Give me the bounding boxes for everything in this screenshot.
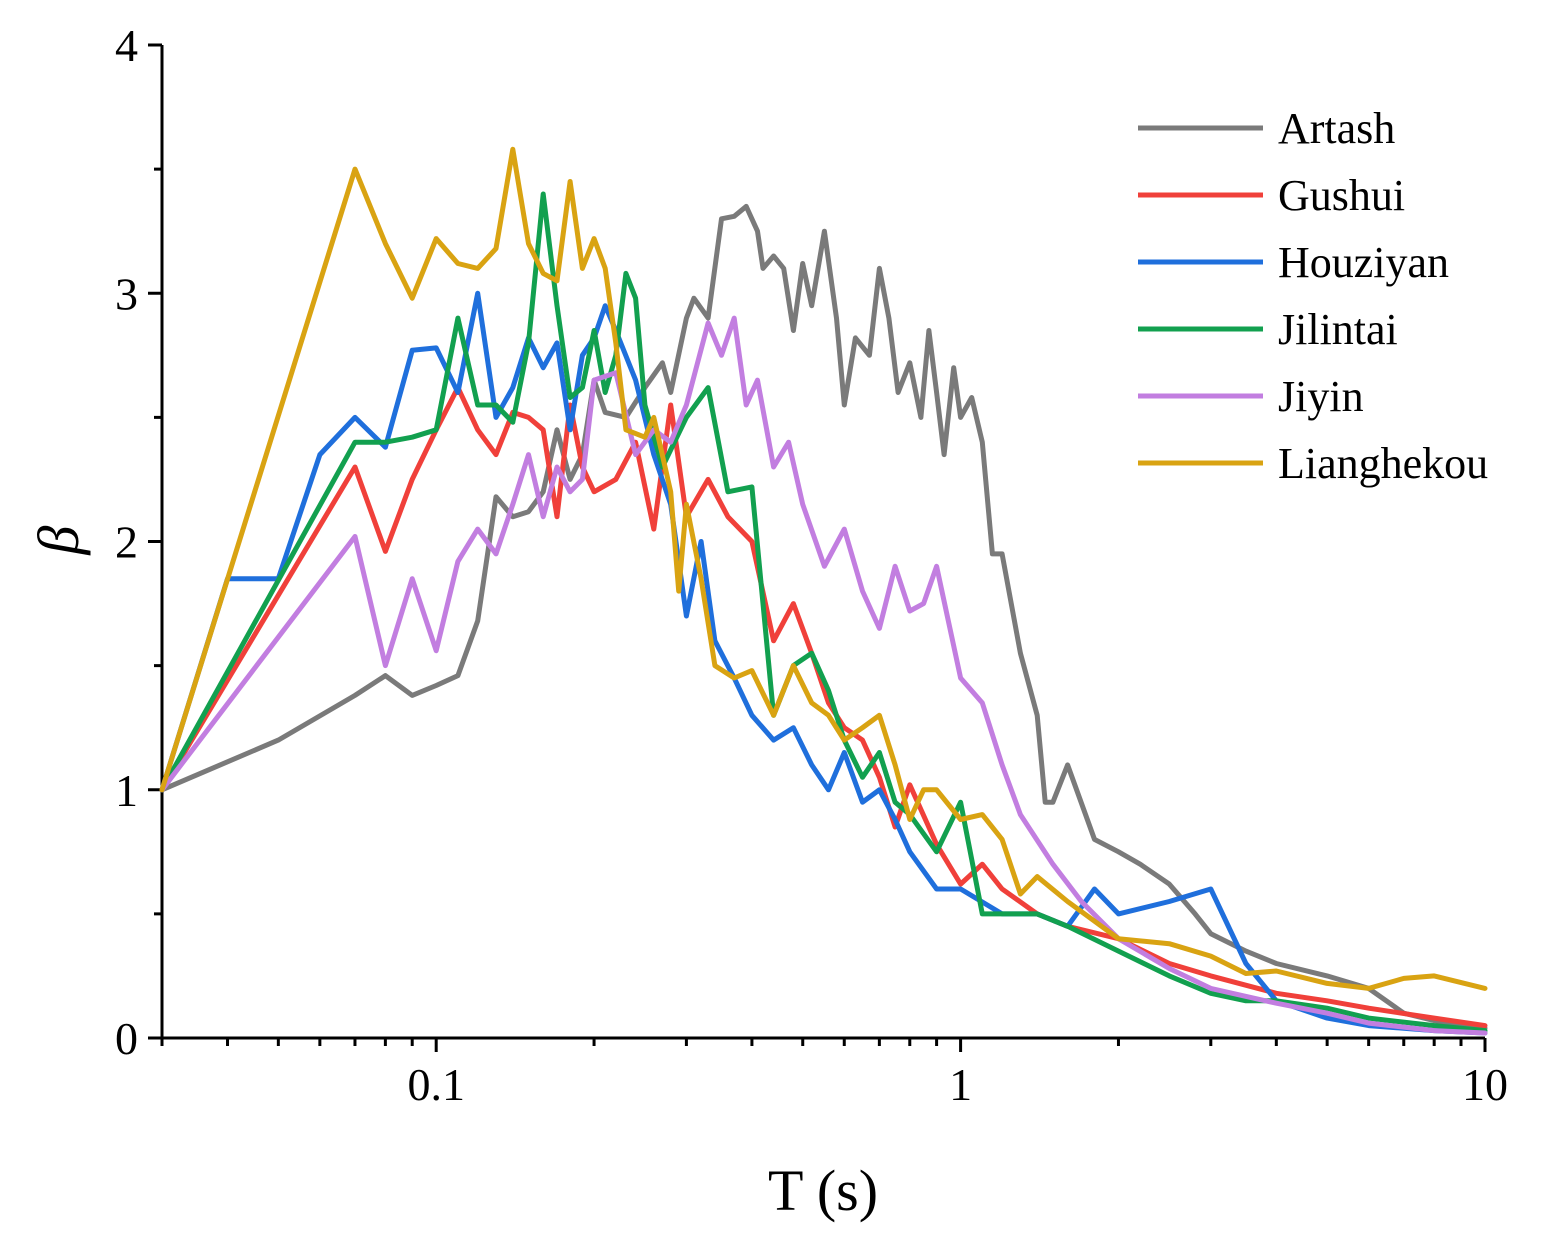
series-line-houziyan xyxy=(159,290,1488,1036)
x-tick-label: 10 xyxy=(1462,1059,1508,1110)
x-tick-label: 0.1 xyxy=(407,1059,465,1110)
tick-label-group: 0 1 2 3 4 0.1 1 10 xyxy=(115,20,1508,1110)
y-axis-title: β xyxy=(26,525,91,555)
y-tick-label: 2 xyxy=(115,517,138,568)
series-line-jilintai xyxy=(159,191,1488,1034)
legend-label-gushui: Gushui xyxy=(1278,171,1405,220)
legend-label-houziyan: Houziyan xyxy=(1278,238,1449,287)
tick-group xyxy=(148,43,1487,1052)
plot-area: 0 1 2 3 4 0.1 1 10 xyxy=(115,20,1508,1110)
legend-label-lianghekou: Lianghekou xyxy=(1278,439,1488,488)
y-tick-label: 1 xyxy=(115,765,138,816)
x-tick-label: 1 xyxy=(949,1059,972,1110)
legend-label-artash: Artash xyxy=(1278,104,1395,153)
y-tick-label: 0 xyxy=(115,1013,138,1064)
legend-label-jiyin: Jiyin xyxy=(1278,372,1364,421)
series-line-artash xyxy=(159,203,1488,1031)
series-group xyxy=(159,146,1488,1036)
y-tick-label: 3 xyxy=(115,268,138,319)
series-line-jiyin xyxy=(159,315,1488,1036)
series-line-lianghekou xyxy=(159,146,1488,991)
legend-label-jilintai: Jilintai xyxy=(1278,305,1398,354)
y-tick-label: 4 xyxy=(115,20,138,71)
x-axis-title: T (s) xyxy=(768,1158,878,1223)
legend: Artash Gushui Houziyan Jilintai Jiyin Lianghe… xyxy=(1138,104,1488,488)
